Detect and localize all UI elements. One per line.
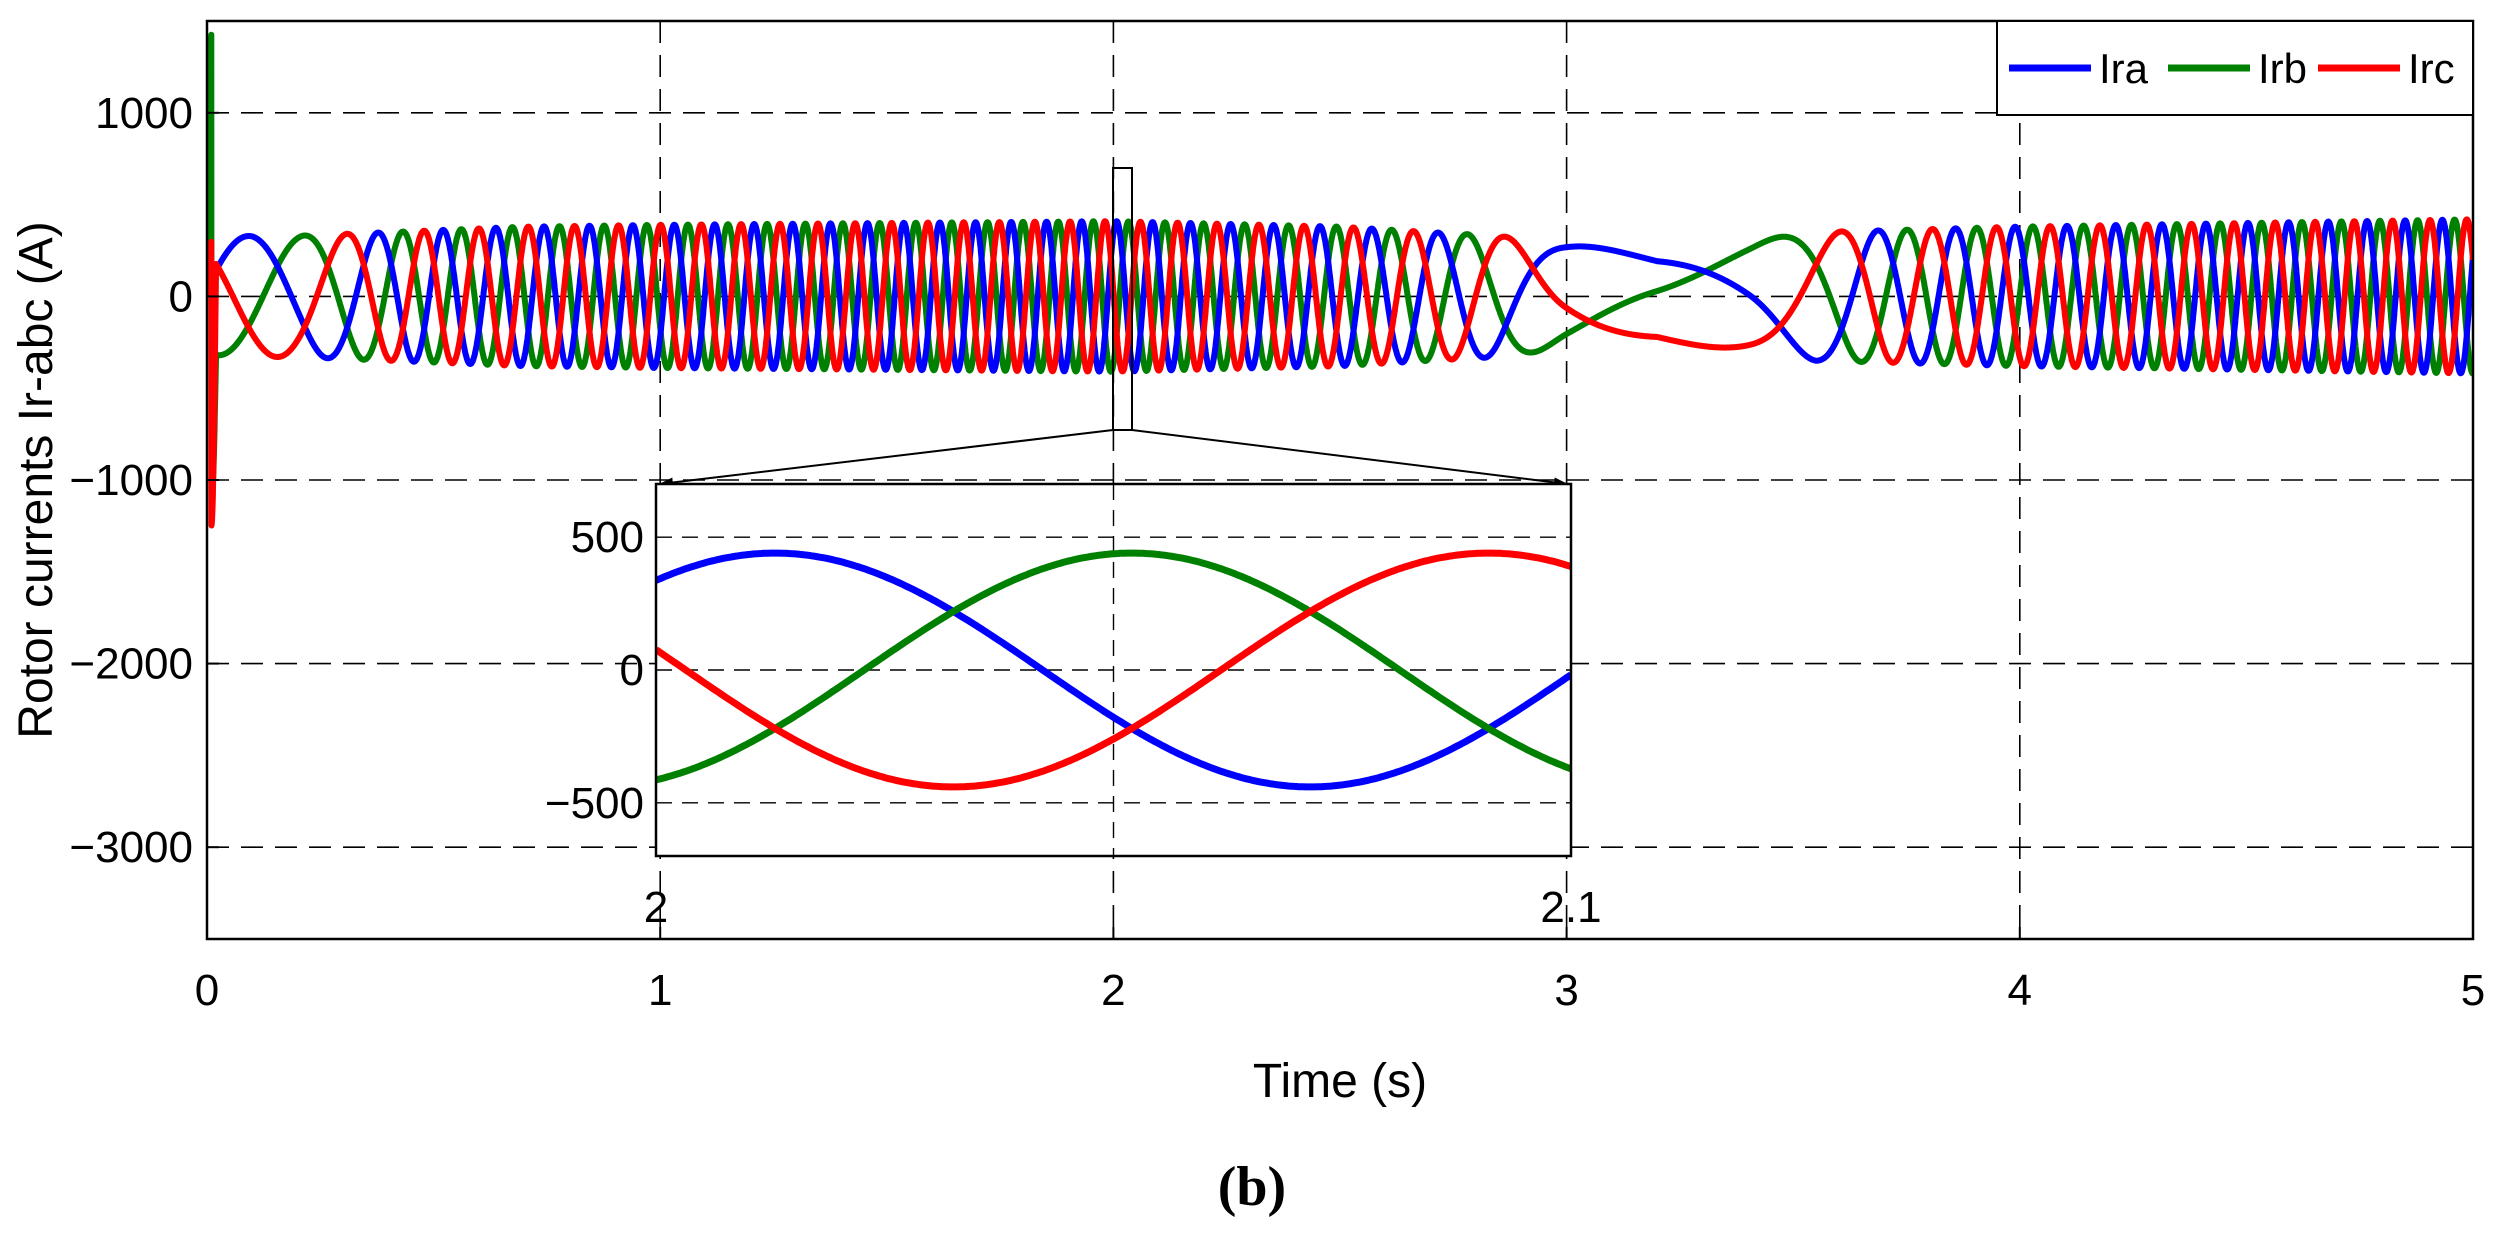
inset-series bbox=[656, 549, 1571, 791]
main-x-tick-label: 1 bbox=[648, 966, 672, 1015]
inset-series-ira bbox=[656, 549, 1571, 791]
main-y-tick-label: −2000 bbox=[69, 640, 193, 689]
main-y-tick-label: 0 bbox=[169, 272, 193, 321]
inset-x-tick-label: 2 bbox=[644, 883, 668, 932]
zoom-connector-left bbox=[659, 429, 1114, 488]
main-x-tick-label: 3 bbox=[1554, 966, 1578, 1015]
legend-items: Ira Irb Irc bbox=[2009, 45, 2455, 92]
inset-y-ticks: 500 0 −500 bbox=[545, 513, 644, 828]
inset-series-irb bbox=[656, 549, 1571, 784]
main-series-irb bbox=[207, 31, 2473, 499]
legend-label-ira: Ira bbox=[2099, 45, 2149, 92]
main-series-irc bbox=[207, 216, 2473, 529]
main-y-ticks: 1000 0 −1000 −2000 −3000 bbox=[69, 89, 219, 872]
legend-label-irc: Irc bbox=[2408, 45, 2455, 92]
main-plot: 0 1 2 3 4 5 1000 0 −1000 −2000 −3000 bbox=[69, 19, 2485, 1015]
main-y-tick-label: 1000 bbox=[95, 89, 193, 138]
main-y-tick-label: −1000 bbox=[69, 456, 193, 505]
inset-y-tick-label: −500 bbox=[545, 779, 644, 828]
inset-plot-frame bbox=[654, 482, 1573, 858]
x-axis-label: Time (s) bbox=[1253, 1055, 1427, 1108]
inset-y-tick-label: 500 bbox=[571, 513, 644, 562]
zoom-indicator bbox=[659, 167, 1568, 488]
inset-x-ticks: 2 2.1 bbox=[644, 883, 1602, 932]
main-x-ticks: 0 1 2 3 4 5 bbox=[195, 927, 2485, 1015]
main-x-tick-label: 5 bbox=[2461, 966, 2485, 1015]
legend-label-irb: Irb bbox=[2258, 45, 2307, 92]
main-x-tick-label: 0 bbox=[195, 966, 219, 1015]
main-series-ira bbox=[207, 216, 2473, 377]
inset-grid bbox=[656, 484, 1571, 856]
main-y-tick-label: −3000 bbox=[69, 823, 193, 872]
main-series bbox=[207, 31, 2473, 529]
main-x-tick-label: 2 bbox=[1101, 966, 1125, 1015]
main-x-tick-label: 4 bbox=[2008, 966, 2032, 1015]
legend: Ira Irb Irc bbox=[1996, 20, 2474, 116]
figure-caption: (b) bbox=[1218, 1156, 1286, 1218]
inset-y-tick-label: 0 bbox=[620, 646, 644, 695]
y-axis-label: Rotor currents Ir-abc (A) bbox=[10, 221, 63, 738]
inset-x-tick-label: 2.1 bbox=[1540, 883, 1601, 932]
inset-series-irc bbox=[656, 549, 1571, 791]
zoom-connector-right bbox=[1131, 429, 1568, 488]
zoom-box bbox=[1112, 167, 1133, 431]
